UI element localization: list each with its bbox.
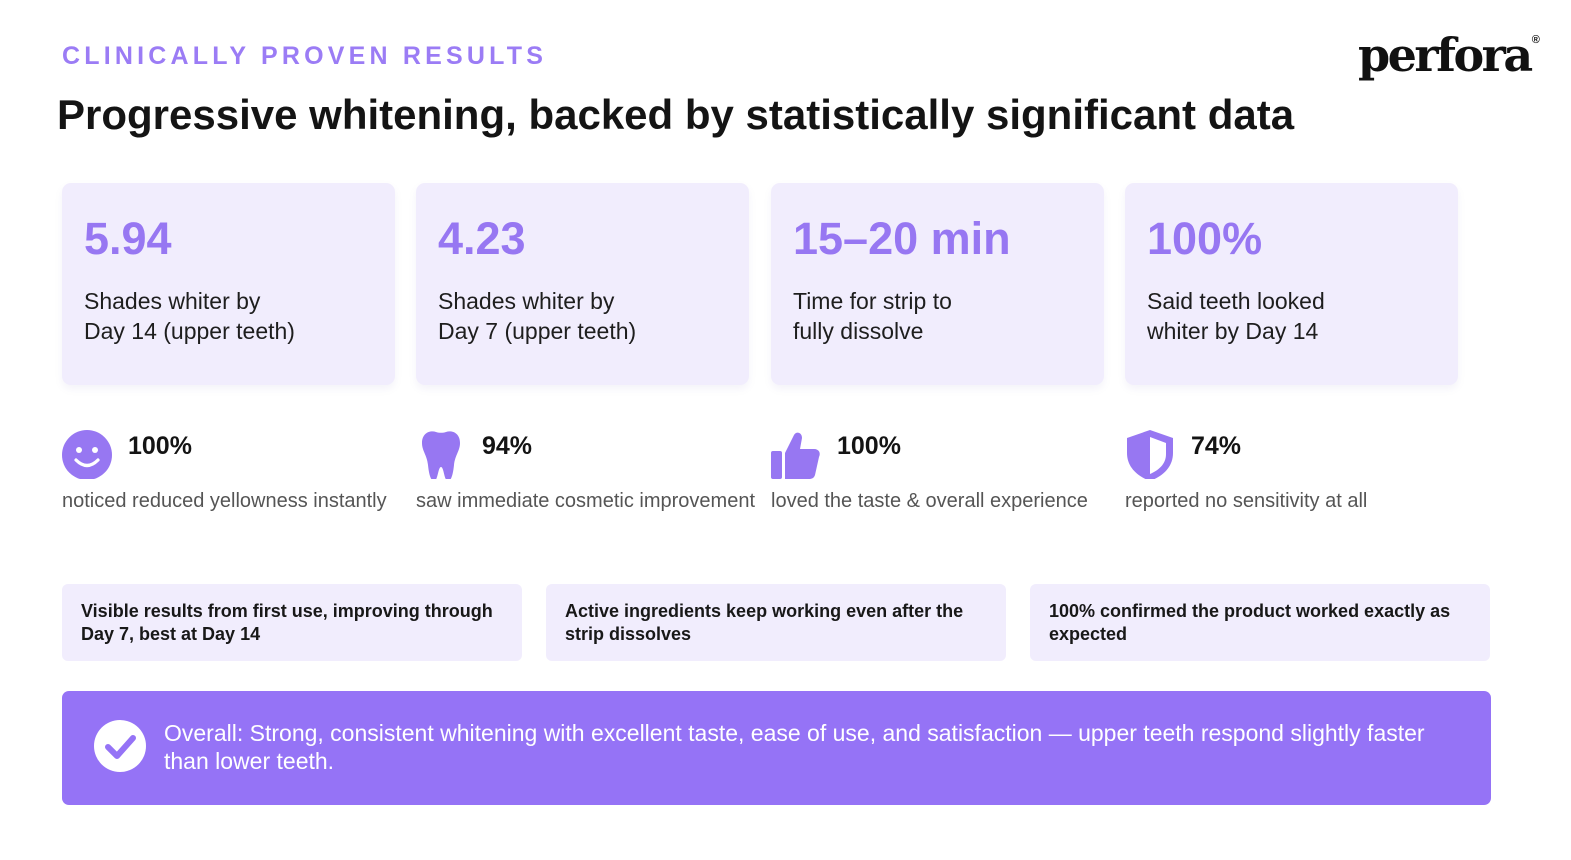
stat-description: Shades whiter by Day 14 (upper teeth) (84, 288, 295, 344)
stat-description: Time for strip to fully dissolve (793, 288, 952, 344)
stat-card: 5.94 Shades whiter by Day 14 (upper teet… (62, 183, 395, 385)
stat-value: 5.94 (84, 213, 172, 264)
metric-caption: noticed reduced yellowness instantly (62, 490, 387, 512)
page-title: Progressive whitening, backed by statist… (57, 91, 1295, 138)
summary-banner: Overall: Strong, consistent whitening wi… (62, 691, 1491, 805)
shield-icon (1127, 430, 1173, 479)
note-card: Visible results from first use, improvin… (62, 584, 522, 661)
stat-description: Shades whiter by Day 7 (upper teeth) (438, 288, 637, 344)
stat-value: 100% (1147, 213, 1263, 264)
metric-item: 74% reported no sensitivity at all (1125, 424, 1485, 524)
note-card: 100% confirmed the product worked exactl… (1030, 584, 1490, 661)
stat-value: 4.23 (438, 213, 526, 264)
metric-item: 94% saw immediate cosmetic improvement (416, 424, 776, 524)
tooth-icon (422, 431, 460, 479)
stat-card: 100% Said teeth looked whiter by Day 14 (1125, 183, 1458, 385)
section-eyebrow: CLINICALLY PROVEN RESULTS (62, 42, 548, 70)
metric-percent: 100% (837, 432, 901, 460)
smiley-icon (62, 430, 112, 479)
stat-card: 4.23 Shades whiter by Day 7 (upper teeth… (416, 183, 749, 385)
stat-value: 15–20 min (793, 213, 1011, 264)
check-circle-icon (94, 720, 146, 772)
metric-caption: loved the taste & overall experience (771, 490, 1088, 512)
brand-name: perfora (1358, 28, 1533, 82)
summary-text: Overall: Strong, consistent whitening wi… (164, 720, 1425, 774)
metric-item: 100% noticed reduced yellowness instantl… (62, 424, 422, 524)
registered-mark: ® (1531, 34, 1540, 46)
thumbs-up-icon (771, 432, 820, 479)
note-card: Active ingredients keep working even aft… (546, 584, 1006, 661)
brand-logo: perfora® (1358, 28, 1540, 82)
metric-percent: 94% (482, 432, 533, 460)
metric-item: 100% loved the taste & overall experienc… (771, 424, 1131, 524)
metric-percent: 74% (1191, 432, 1242, 460)
stat-description: Said teeth looked whiter by Day 14 (1147, 288, 1325, 344)
metric-caption: reported no sensitivity at all (1125, 490, 1368, 512)
metric-percent: 100% (128, 432, 192, 460)
metric-caption: saw immediate cosmetic improvement (416, 490, 755, 512)
stat-card: 15–20 min Time for strip to fully dissol… (771, 183, 1104, 385)
